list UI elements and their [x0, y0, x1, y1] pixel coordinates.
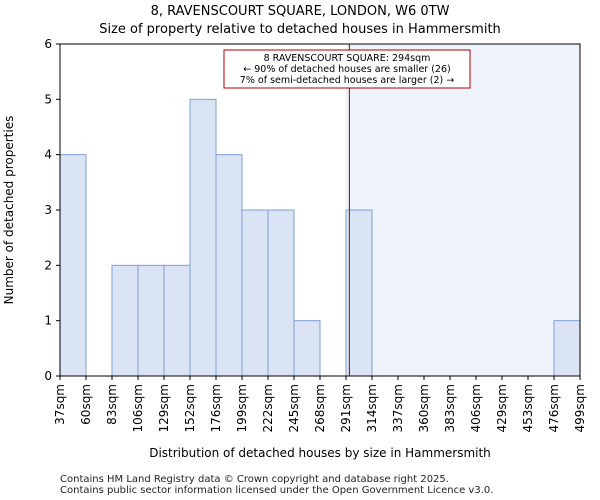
footer-line-2: Contains public sector information licen… — [60, 485, 494, 496]
y-tick-label-5: 5 — [44, 92, 52, 106]
annotation-line-3: 7% of semi-detached houses are larger (2… — [240, 75, 454, 86]
y-tick-label-2: 2 — [44, 258, 52, 272]
x-tick-label-60sqm: 60sqm — [79, 384, 93, 425]
x-tick-label-499sqm: 499sqm — [573, 384, 587, 432]
highlight-region — [346, 44, 580, 376]
x-tick-label-429sqm: 429sqm — [495, 384, 509, 432]
x-tick-label-476sqm: 476sqm — [547, 384, 561, 432]
y-tick-label-1: 1 — [44, 314, 52, 328]
x-tick-label-406sqm: 406sqm — [469, 384, 483, 432]
x-tick-label-37sqm: 37sqm — [53, 384, 67, 425]
x-tick-label-314sqm: 314sqm — [365, 384, 379, 432]
bar-37sqm — [59, 154, 87, 377]
y-tick-label-4: 4 — [44, 148, 52, 162]
bar-129sqm — [163, 264, 191, 377]
x-tick-label-176sqm: 176sqm — [209, 384, 223, 432]
chart-title: 8, RAVENSCOURT SQUARE, LONDON, W6 0TW — [150, 4, 450, 19]
x-tick-label-199sqm: 199sqm — [235, 384, 249, 432]
bar-106sqm — [137, 264, 165, 377]
x-tick-label-268sqm: 268sqm — [313, 384, 327, 432]
footer-line-1: Contains HM Land Registry data © Crown c… — [60, 474, 449, 485]
annotation-line-1: 8 RAVENSCOURT SQUARE: 294sqm — [264, 53, 431, 64]
bar-83sqm — [111, 264, 139, 377]
bar-199sqm — [241, 209, 269, 377]
bar-222sqm — [267, 209, 295, 377]
x-tick-label-152sqm: 152sqm — [183, 384, 197, 432]
x-tick-label-291sqm: 291sqm — [339, 384, 353, 432]
bar-176sqm — [215, 154, 243, 377]
x-tick-label-360sqm: 360sqm — [417, 384, 431, 432]
x-tick-label-106sqm: 106sqm — [131, 384, 145, 432]
annotation-box — [223, 49, 471, 89]
x-tick-label-83sqm: 83sqm — [105, 384, 119, 425]
x-tick-label-337sqm: 337sqm — [391, 384, 405, 432]
x-tick-label-129sqm: 129sqm — [157, 384, 171, 432]
y-tick-label-6: 6 — [44, 37, 52, 51]
x-tick-label-383sqm: 383sqm — [443, 384, 457, 432]
x-axis-label: Distribution of detached houses by size … — [149, 446, 491, 460]
y-tick-label-0: 0 — [44, 369, 52, 383]
chart-subtitle: Size of property relative to detached ho… — [99, 22, 501, 37]
y-tick-label-3: 3 — [44, 203, 52, 217]
bar-245sqm — [293, 320, 321, 377]
y-axis-label: Number of detached properties — [2, 116, 16, 305]
x-tick-label-453sqm: 453sqm — [521, 384, 535, 432]
bar-152sqm — [189, 98, 217, 377]
bar-291sqm — [345, 209, 373, 377]
x-tick-label-245sqm: 245sqm — [287, 384, 301, 432]
bar-476sqm — [553, 320, 581, 377]
x-tick-label-222sqm: 222sqm — [261, 384, 275, 432]
annotation-line-2: ← 90% of detached houses are smaller (26… — [243, 64, 450, 75]
